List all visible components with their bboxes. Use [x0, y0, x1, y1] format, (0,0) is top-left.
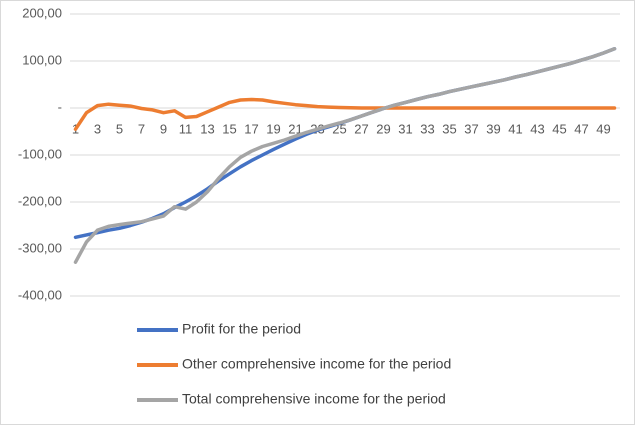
series-line: [73, 47, 617, 264]
legend-label: Other comprehensive income for the perio…: [182, 356, 451, 372]
x-tick-label: 3: [94, 121, 101, 136]
y-tick-label: -400,00: [18, 287, 62, 302]
x-tick-label: 7: [138, 121, 145, 136]
y-tick-label: -300,00: [18, 240, 62, 255]
x-tick-label: 15: [222, 121, 236, 136]
y-tick-label: 100,00: [22, 52, 62, 67]
x-tick-label: 21: [288, 121, 302, 136]
x-tick-label: 29: [376, 121, 390, 136]
legend-label: Total comprehensive income for the perio…: [182, 391, 446, 407]
y-tick-label: -: [58, 99, 62, 114]
x-tick-label: 17: [244, 121, 258, 136]
x-tick-label: 5: [116, 121, 123, 136]
x-tick-label: 37: [464, 121, 478, 136]
x-tick-label: 27: [354, 121, 368, 136]
x-tick-label: 49: [596, 121, 610, 136]
x-tick-label: 9: [160, 121, 167, 136]
x-tick-label: 31: [398, 121, 412, 136]
x-tick-label: 43: [530, 121, 544, 136]
x-tick-label: 11: [179, 121, 193, 136]
y-tick-label: -100,00: [18, 146, 62, 161]
series-line: [73, 97, 617, 131]
x-tick-label: 19: [266, 121, 280, 136]
legend-label: Profit for the period: [182, 321, 301, 337]
x-tick-label: 13: [200, 121, 214, 136]
x-tick-label: 47: [574, 121, 588, 136]
x-tick-label: 41: [508, 121, 522, 136]
y-tick-label: -200,00: [18, 193, 62, 208]
x-tick-label: 45: [552, 121, 566, 136]
y-tick-label: 200,00: [22, 5, 62, 20]
x-tick-label: 33: [420, 121, 434, 136]
x-tick-label: 39: [486, 121, 500, 136]
x-tick-label: 35: [442, 121, 456, 136]
